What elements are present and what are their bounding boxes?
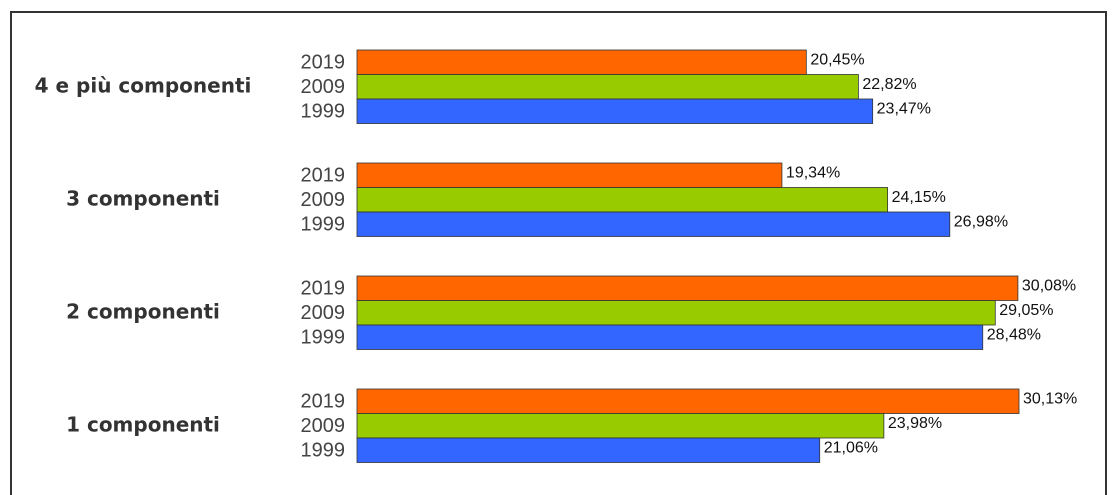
- category-label: 3 componenti: [66, 186, 220, 210]
- series-label: 2019: [301, 165, 346, 187]
- series-label: 1999: [301, 327, 346, 349]
- value-label: 23,47%: [877, 100, 931, 117]
- value-label: 23,98%: [888, 415, 942, 432]
- value-label: 28,48%: [987, 326, 1041, 343]
- series-label: 2019: [301, 278, 346, 300]
- value-label: 26,98%: [954, 213, 1008, 230]
- value-label: 24,15%: [892, 189, 946, 206]
- bar: [356, 187, 889, 213]
- value-label: 29,05%: [999, 302, 1053, 319]
- series-label: 2009: [301, 415, 346, 437]
- category-label: 1 componenti: [66, 412, 220, 436]
- bar: [356, 211, 951, 237]
- value-label: 19,34%: [786, 164, 840, 181]
- bar: [356, 437, 821, 463]
- category-label: 2 componenti: [66, 299, 220, 323]
- value-label: 21,06%: [824, 439, 878, 456]
- series-label: 2009: [301, 189, 346, 211]
- value-label: 22,82%: [862, 76, 916, 93]
- bar: [356, 413, 885, 439]
- series-label: 2019: [301, 52, 346, 74]
- bar: [356, 324, 984, 350]
- series-label: 2009: [301, 76, 346, 98]
- value-label: 30,08%: [1022, 277, 1076, 294]
- bar: [356, 74, 859, 100]
- category-label: 4 e più componenti: [35, 73, 252, 97]
- value-label: 20,45%: [810, 51, 864, 68]
- bar: [356, 98, 874, 124]
- series-label: 1999: [301, 214, 346, 236]
- bar: [356, 300, 996, 326]
- series-label: 2009: [301, 302, 346, 324]
- series-label: 1999: [301, 440, 346, 462]
- series-label: 1999: [301, 101, 346, 123]
- bar: [356, 388, 1020, 414]
- bar: [356, 49, 807, 75]
- value-label: 30,13%: [1023, 390, 1077, 407]
- bar: [356, 162, 783, 188]
- bar: [356, 275, 1019, 301]
- series-label: 2019: [301, 391, 346, 413]
